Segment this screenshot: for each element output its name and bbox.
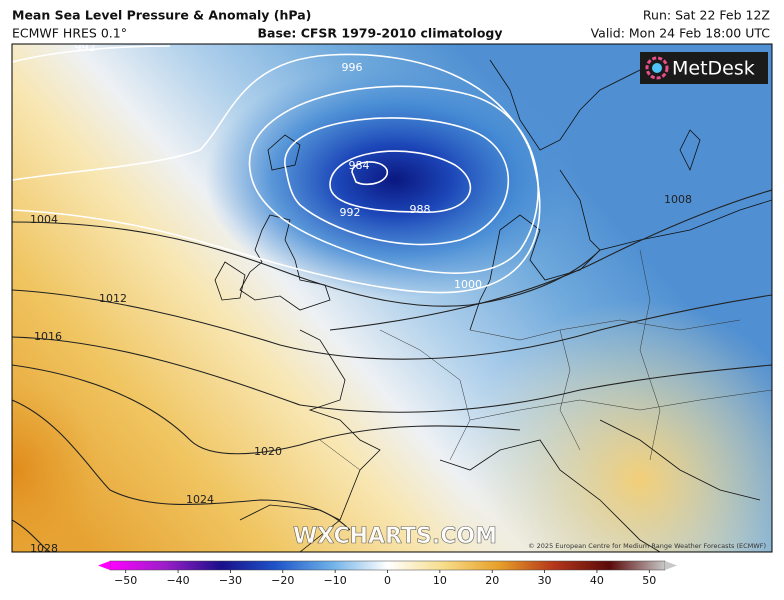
colorbar-tick-label: 40: [590, 574, 604, 587]
run-time: Run: Sat 22 Feb 12Z: [643, 8, 770, 23]
copyright: © 2025 European Centre for Medium-Range …: [528, 542, 766, 550]
colorbar-tick-label: −40: [166, 574, 189, 587]
logo-icon: [652, 63, 662, 73]
isobar-label: 1016: [34, 330, 62, 343]
isobar-label: 1024: [186, 493, 214, 506]
colorbar-tick-label: −30: [219, 574, 242, 587]
colorbar-tick-label: −10: [324, 574, 347, 587]
isobar-label: 1028: [30, 542, 58, 555]
logo-icon: [645, 56, 669, 80]
colorbar-tick-label: 20: [485, 574, 499, 587]
isobar-label: 984: [349, 159, 370, 172]
logo-text: MetDesk: [672, 58, 755, 80]
colorbar-arrow: [665, 561, 677, 570]
isobar-label: 1000: [454, 278, 482, 291]
high-anomaly: [12, 44, 772, 552]
isobar-label: 1008: [664, 193, 692, 206]
metdesk-logo: MetDesk: [640, 52, 768, 84]
model-name: ECMWF HRES 0.1°: [12, 26, 127, 41]
colorbar-tick-label: −50: [114, 574, 137, 587]
isobar-labels: 992 996 984 992 988 1000 1004 1008 1012 …: [30, 41, 692, 555]
isobar-label: 992: [75, 41, 96, 54]
map-title: Mean Sea Level Pressure & Anomaly (hPa): [12, 8, 311, 23]
isobar-label: 1012: [99, 292, 127, 305]
isobar-label: 1020: [254, 445, 282, 458]
isobar-label: 992: [340, 206, 361, 219]
borders: [319, 249, 772, 471]
colorbar-tick-label: 10: [433, 574, 447, 587]
map-frame: [11, 43, 773, 553]
colorbar-gradient: [109, 560, 666, 571]
isobar-label: 988: [410, 203, 431, 216]
colorbar-tick-label: −20: [271, 574, 294, 587]
isobars: [12, 45, 772, 552]
watermark: WXCHARTS.COM: [293, 524, 497, 549]
isobar-label: 1004: [30, 213, 58, 226]
valid-time: Valid: Mon 24 Feb 18:00 UTC: [591, 26, 771, 41]
colorbar: −50 −40 −30 −20 −10 0 10 20 30 40 50: [98, 560, 677, 587]
base-climatology: Base: CFSR 1979-2010 climatology: [257, 26, 502, 41]
colorbar-tick-label: 50: [642, 574, 656, 587]
isobar-label: 996: [342, 61, 363, 74]
colorbar-tick-label: 0: [384, 574, 391, 587]
coastlines: [214, 59, 772, 552]
colorbar-tick-label: 30: [538, 574, 552, 587]
colorbar-arrow: [98, 561, 110, 570]
map-area: 992 996 984 992 988 1000 1004 1008 1012 …: [12, 41, 772, 555]
